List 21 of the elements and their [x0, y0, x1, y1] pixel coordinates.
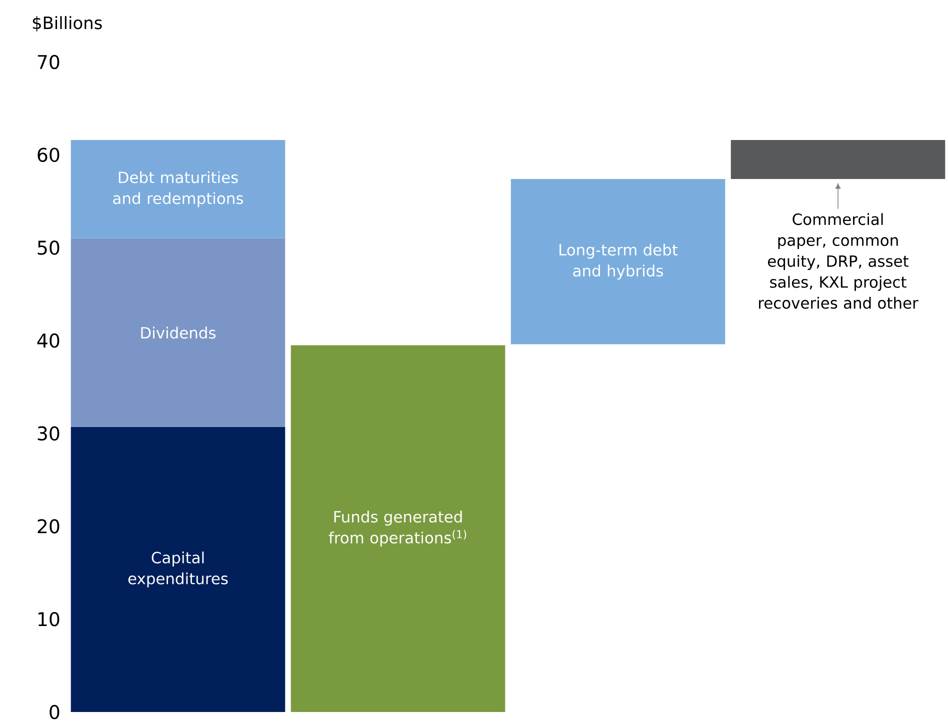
y-tick-label: 40	[37, 333, 60, 348]
bar	[70, 426, 286, 712]
bar	[70, 238, 286, 427]
y-tick-label: 10	[38, 612, 60, 626]
bar	[510, 178, 726, 344]
annotation: Commercial paper, common equity, DRP, asset sales, KXL project recoveries and other	[759, 213, 918, 309]
bar	[290, 345, 506, 712]
series-label: Dividends	[141, 326, 216, 339]
y-tick-label: 30	[38, 426, 60, 441]
y-tick-label: 70	[38, 54, 60, 70]
annotation: Capital expenditures	[128, 552, 228, 588]
bar	[730, 140, 946, 179]
y-tick-label: 0	[50, 704, 60, 720]
y-tick-label: 60	[38, 148, 60, 162]
y-axis-title: $Billions	[32, 16, 102, 32]
bar	[70, 140, 286, 238]
annotation: Long-term debt and hybrids	[560, 244, 678, 280]
y-tick-label: 50	[38, 240, 60, 255]
series-label: Debt maturities and redemptions	[113, 171, 244, 208]
annotation: Funds generated from operations$^{(1)}$	[328, 510, 466, 547]
y-tick-label: 20	[38, 519, 60, 534]
